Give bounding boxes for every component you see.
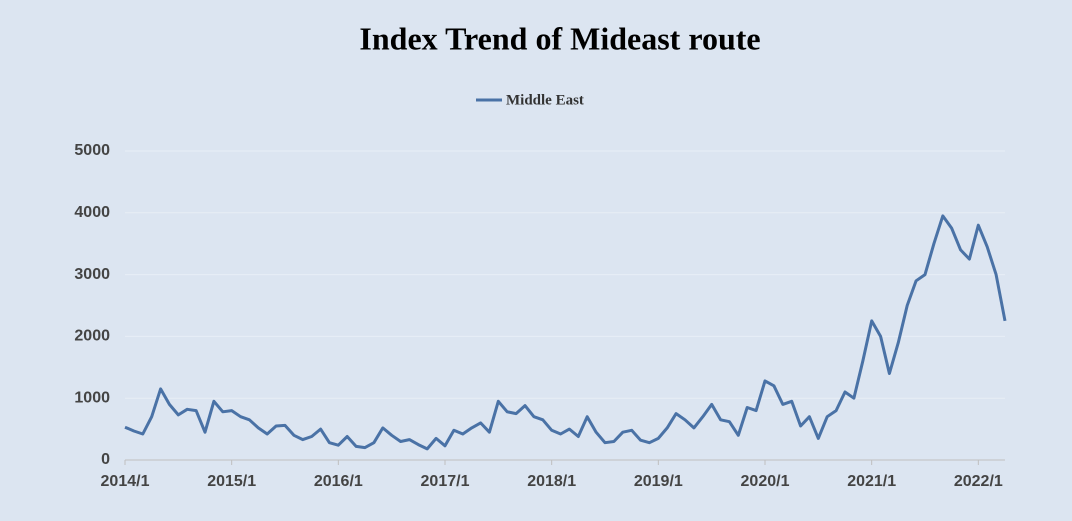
x-tick-label: 2018/1 — [527, 473, 576, 490]
y-tick-label: 3000 — [74, 266, 110, 283]
x-tick-label: 2022/1 — [954, 473, 1003, 490]
x-tick-label: 2014/1 — [101, 473, 150, 490]
x-tick-label: 2020/1 — [741, 473, 790, 490]
x-tick-label: 2019/1 — [634, 473, 683, 490]
data-line — [124, 214, 1007, 451]
y-tick-label: 0 — [101, 451, 110, 468]
y-tick-label: 2000 — [74, 328, 110, 345]
x-tick-label: 2016/1 — [314, 473, 363, 490]
x-tick-label: 2017/1 — [421, 473, 470, 490]
x-tick-label: 2021/1 — [847, 473, 896, 490]
legend-label: Middle East — [506, 92, 584, 108]
chart-title: Index Trend of Mideast route — [359, 20, 760, 56]
y-tick-label: 4000 — [74, 204, 110, 221]
y-tick-label: 1000 — [74, 389, 110, 406]
y-tick-label: 5000 — [74, 142, 110, 159]
x-tick-label: 2015/1 — [207, 473, 256, 490]
